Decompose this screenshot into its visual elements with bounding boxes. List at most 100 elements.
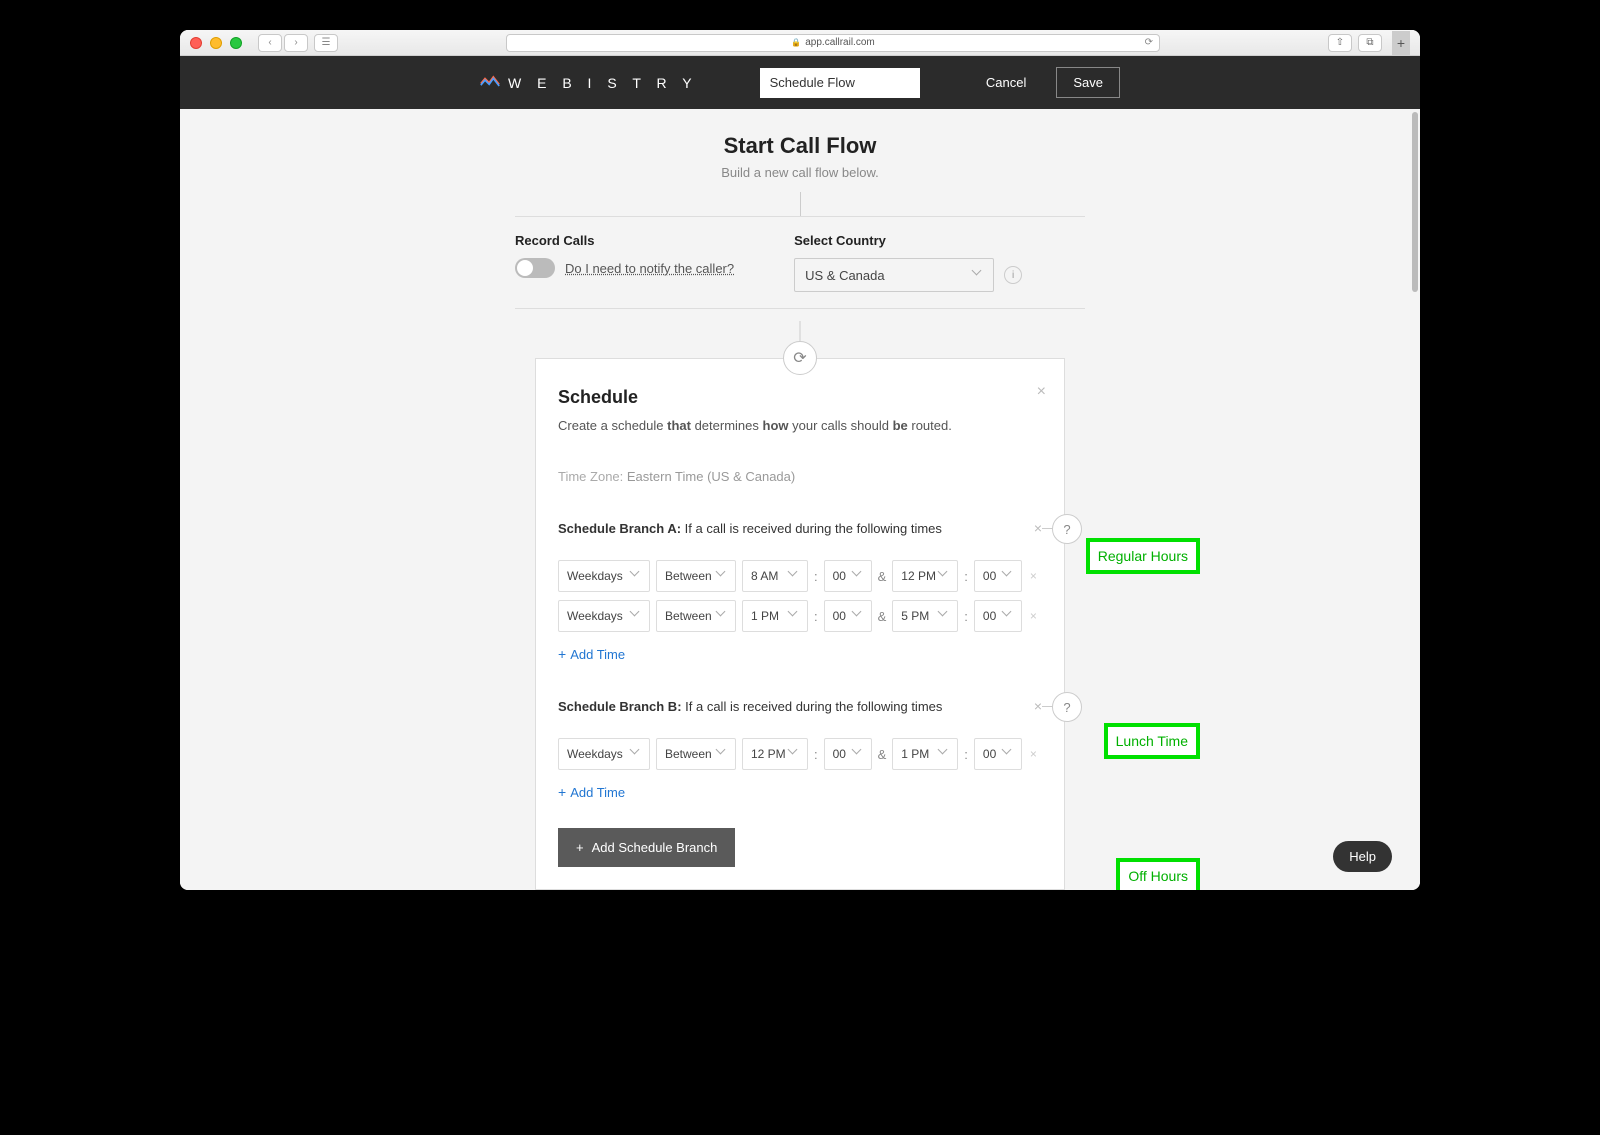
- add-time-button[interactable]: +Add Time: [558, 646, 1042, 662]
- mac-window: ‹ › ☰ 🔒 app.callrail.com ⟳ ⇧ ⧉ + W E B I…: [180, 30, 1420, 890]
- end-hour-select[interactable]: 12 PM: [892, 560, 958, 592]
- help-icon[interactable]: ?: [1052, 514, 1082, 544]
- chevron-down-icon: [631, 571, 641, 581]
- app-topbar: W E B I S T R Y Cancel Save: [180, 56, 1420, 109]
- schedule-card: × Schedule Create a schedule that determ…: [535, 358, 1065, 890]
- chevron-down-icon: [789, 611, 799, 621]
- save-button[interactable]: Save: [1056, 67, 1120, 98]
- colon: :: [964, 747, 968, 762]
- days-select[interactable]: Weekdays: [558, 600, 650, 632]
- time-row: WeekdaysBetween1 PM:00&5 PM:00×: [558, 600, 1042, 632]
- scrollbar[interactable]: [1412, 112, 1418, 292]
- window-close-icon[interactable]: [190, 37, 202, 49]
- time-row: WeekdaysBetween8 AM:00&12 PM:00×: [558, 560, 1042, 592]
- colon: :: [964, 569, 968, 584]
- record-calls-toggle[interactable]: [515, 258, 555, 278]
- help-icon[interactable]: ?: [1052, 692, 1082, 722]
- refresh-icon[interactable]: ⟳: [783, 341, 817, 375]
- time-row: WeekdaysBetween12 PM:00&1 PM:00×: [558, 738, 1042, 770]
- tabs-icon[interactable]: ⧉: [1358, 34, 1382, 52]
- row-delete-icon[interactable]: ×: [1030, 747, 1037, 761]
- logo-icon: [480, 74, 500, 91]
- record-calls-label: Record Calls: [515, 233, 734, 248]
- colon: :: [814, 569, 818, 584]
- any-other-time-row[interactable]: Any other time: [536, 889, 1064, 890]
- start-hour-select[interactable]: 8 AM: [742, 560, 808, 592]
- logo: W E B I S T R Y: [480, 74, 698, 91]
- end-min-select[interactable]: 00: [974, 560, 1022, 592]
- cancel-button[interactable]: Cancel: [986, 75, 1026, 90]
- row-delete-icon[interactable]: ×: [1030, 569, 1037, 583]
- help-button[interactable]: Help: [1333, 841, 1392, 872]
- schedule-description: Create a schedule that determines how yo…: [558, 418, 1042, 433]
- share-icon[interactable]: ⇧: [1328, 34, 1352, 52]
- branch-title: Schedule Branch A: If a call is received…: [558, 521, 942, 536]
- chevron-down-icon: [853, 749, 863, 759]
- end-min-select[interactable]: 00: [974, 600, 1022, 632]
- end-hour-select[interactable]: 5 PM: [892, 600, 958, 632]
- start-hour-select[interactable]: 1 PM: [742, 600, 808, 632]
- plus-icon: +: [558, 784, 566, 800]
- end-hour-select[interactable]: 1 PM: [892, 738, 958, 770]
- connector-line: [800, 192, 801, 216]
- window-zoom-icon[interactable]: [230, 37, 242, 49]
- ampersand: &: [878, 609, 887, 624]
- chevron-down-icon: [789, 749, 799, 759]
- chevron-down-icon: [717, 571, 727, 581]
- content: Start Call Flow Build a new call flow be…: [180, 109, 1420, 890]
- end-min-select[interactable]: 00: [974, 738, 1022, 770]
- add-schedule-branch-button[interactable]: + Add Schedule Branch: [558, 828, 735, 867]
- browser-forward-button[interactable]: ›: [284, 34, 308, 52]
- days-select[interactable]: Weekdays: [558, 560, 650, 592]
- branch-title: Schedule Branch B: If a call is received…: [558, 699, 942, 714]
- country-value: US & Canada: [805, 268, 885, 283]
- plus-icon: +: [558, 646, 566, 662]
- chevron-down-icon: [1003, 611, 1013, 621]
- new-tab-button[interactable]: +: [1392, 31, 1410, 55]
- window-minimize-icon[interactable]: [210, 37, 222, 49]
- chevron-down-icon: [717, 749, 727, 759]
- flow-name-input[interactable]: [760, 68, 920, 98]
- schedule-branch: Schedule Branch B: If a call is received…: [558, 698, 1042, 800]
- browser-sidebar-button[interactable]: ☰: [314, 34, 338, 52]
- settings-row: Record Calls Do I need to notify the cal…: [515, 216, 1085, 309]
- chevron-down-icon: [853, 571, 863, 581]
- add-time-button[interactable]: +Add Time: [558, 784, 1042, 800]
- browser-url-bar[interactable]: 🔒 app.callrail.com ⟳: [506, 34, 1160, 52]
- colon: :: [964, 609, 968, 624]
- mac-titlebar: ‹ › ☰ 🔒 app.callrail.com ⟳ ⇧ ⧉ +: [180, 30, 1420, 56]
- country-select[interactable]: US & Canada: [794, 258, 994, 292]
- start-min-select[interactable]: 00: [824, 560, 872, 592]
- mode-select[interactable]: Between: [656, 560, 736, 592]
- days-select[interactable]: Weekdays: [558, 738, 650, 770]
- reload-icon[interactable]: ⟳: [1145, 37, 1153, 48]
- chevron-down-icon: [1003, 749, 1013, 759]
- mode-select[interactable]: Between: [656, 600, 736, 632]
- schedule-card-wrap: ⟳ × Schedule Create a schedule that dete…: [535, 358, 1065, 890]
- start-min-select[interactable]: 00: [824, 738, 872, 770]
- page-subtitle: Build a new call flow below.: [721, 165, 879, 180]
- plus-icon: +: [576, 840, 584, 855]
- branch-close-icon[interactable]: ×: [1034, 520, 1042, 536]
- page-title: Start Call Flow: [724, 133, 877, 159]
- row-delete-icon[interactable]: ×: [1030, 609, 1037, 623]
- mode-select[interactable]: Between: [656, 738, 736, 770]
- viewport: W E B I S T R Y Cancel Save Start Call F…: [180, 56, 1420, 890]
- card-close-icon[interactable]: ×: [1037, 383, 1046, 401]
- start-hour-select[interactable]: 12 PM: [742, 738, 808, 770]
- info-icon[interactable]: i: [1004, 266, 1022, 284]
- ampersand: &: [878, 747, 887, 762]
- add-branch-label: Add Schedule Branch: [592, 840, 718, 855]
- timezone: Time Zone: Eastern Time (US & Canada): [558, 469, 1042, 484]
- browser-back-button[interactable]: ‹: [258, 34, 282, 52]
- colon: :: [814, 747, 818, 762]
- chevron-down-icon: [939, 611, 949, 621]
- start-min-select[interactable]: 00: [824, 600, 872, 632]
- annotation-label: Regular Hours: [1086, 538, 1200, 574]
- chevron-down-icon: [631, 749, 641, 759]
- branch-close-icon[interactable]: ×: [1034, 698, 1042, 714]
- chevron-down-icon: [789, 571, 799, 581]
- chevron-down-icon: [717, 611, 727, 621]
- annotation-label: Lunch Time: [1104, 723, 1200, 759]
- notify-caller-link[interactable]: Do I need to notify the caller?: [565, 261, 734, 276]
